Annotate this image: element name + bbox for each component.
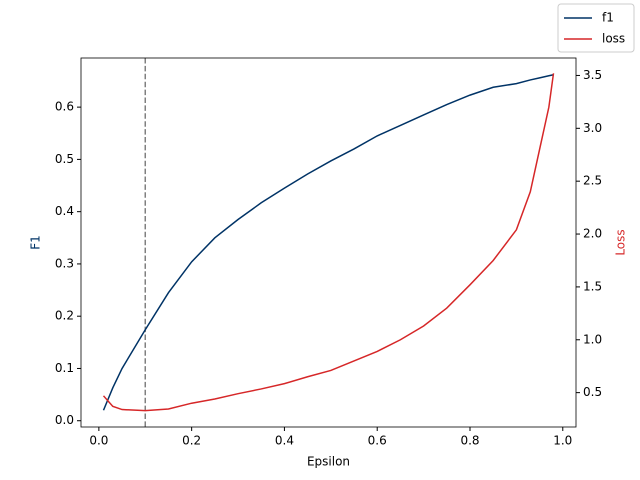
y-tick-label: 0.4 [55,204,74,218]
x-tick-label: 0.0 [89,434,108,448]
x-tick-label: 1.0 [553,434,572,448]
series-line [102,73,554,411]
y-tick-label: 0.0 [55,413,74,427]
x-axis-label: Epsilon [307,455,350,469]
y2-tick-label: 1.5 [583,279,602,293]
y2-tick-label: 2.5 [583,174,602,188]
legend-label: loss [602,32,625,46]
y-tick-label: 0.1 [55,361,74,375]
y2-axis-label: Loss [614,229,628,255]
series-line [102,73,555,412]
y-axis-label: F1 [29,235,43,250]
y2-tick-label: 1.0 [583,332,602,346]
y2-tick-label: 2.0 [583,227,602,241]
y2-tick-label: 3.5 [583,68,602,82]
x-tick-label: 0.4 [275,434,294,448]
x-tick-label: 0.6 [368,434,387,448]
y-tick-label: 0.2 [55,309,74,323]
legend-box [557,3,635,53]
y-tick-label: 0.6 [55,100,74,114]
y-tick-label: 0.5 [55,152,74,166]
plot-frame [80,57,577,428]
x-tick-label: 0.2 [182,434,201,448]
y2-tick-label: 0.5 [583,385,602,399]
y2-tick-label: 3.0 [583,121,602,135]
legend-label: f1 [602,11,614,25]
y-tick-label: 0.3 [55,256,74,270]
x-tick-label: 0.8 [460,434,479,448]
